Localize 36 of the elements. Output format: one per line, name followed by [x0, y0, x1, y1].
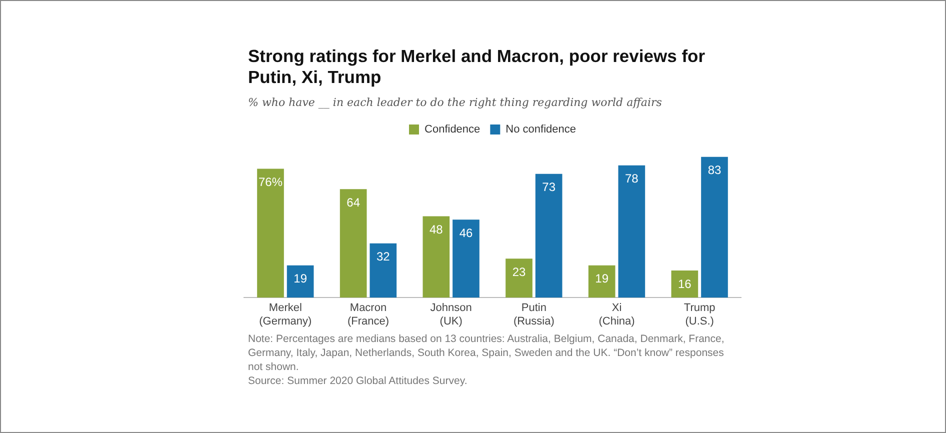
- bar: [340, 189, 367, 298]
- data-label: 19: [294, 272, 308, 286]
- data-label: 32: [376, 250, 390, 264]
- data-label: 19: [595, 272, 609, 286]
- x-tick-label: Trump (U.S.): [684, 302, 716, 328]
- data-label: 73: [542, 180, 556, 194]
- legend-label: Confidence: [424, 124, 480, 136]
- data-label: 16: [678, 276, 692, 291]
- x-tick-label: Putin (Russia): [513, 302, 554, 328]
- bar: [506, 258, 532, 298]
- bar: [370, 243, 397, 298]
- bar: [588, 265, 616, 298]
- bar: [452, 220, 480, 298]
- chart-subtitle: % who have __ in each leader to do the right thing regarding world affairs: [248, 96, 663, 109]
- bar: [257, 168, 284, 298]
- x-tick-label: Xi (China): [598, 302, 635, 328]
- bar: [286, 265, 314, 298]
- text: Note: Percentages are medians based on 13 countries: Australia, Belgium, Canada, Denmark, France, Germany, Italy, Japan, Netherlands, South Korea, Spain, Sweden and the UK. “Don’t know” responses not shown.: [248, 332, 726, 374]
- data-label: 48: [429, 222, 444, 237]
- bar: [618, 165, 646, 298]
- bar: [671, 270, 698, 298]
- data-label: 23: [512, 264, 526, 279]
- source-note: Source: Summer 2020 Global Attitudes Survey.: [248, 374, 468, 388]
- chart-title: Strong ratings for Merkel and Macron, poor reviews for Putin, Xi, Trump: [248, 46, 706, 88]
- x-tick-label: Macron (France): [347, 302, 390, 328]
- legend-label: No confidence: [506, 124, 576, 136]
- data-label: 78: [624, 172, 639, 186]
- data-label: 64: [346, 195, 360, 210]
- x-tick-label: Johnson (UK): [430, 302, 472, 328]
- x-tick-label: Merkel (Germany): [259, 302, 312, 328]
- bar: [701, 156, 728, 298]
- data-label: 76%: [258, 175, 283, 190]
- bar: [535, 174, 562, 298]
- data-label: 83: [708, 163, 722, 178]
- bar: [422, 216, 450, 298]
- data-label: 46: [459, 226, 473, 240]
